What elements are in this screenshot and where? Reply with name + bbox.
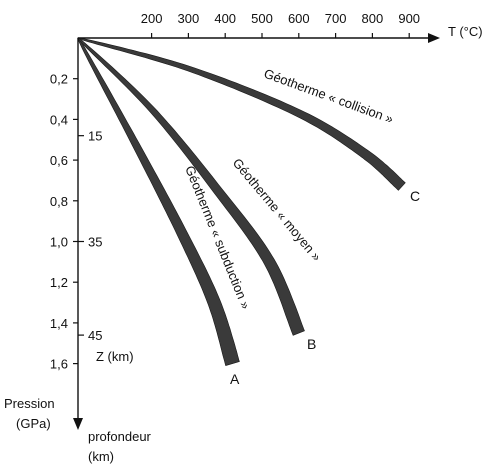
temperature-ticks: 200 300 400 500 600 700 800 900 — [141, 11, 420, 38]
temperature-tick-label: 400 — [214, 11, 236, 26]
curve-letter-a: A — [230, 371, 240, 387]
pressure-tick-label: 0,8 — [50, 194, 68, 209]
axes — [73, 33, 440, 430]
geotherm-band-collision — [77, 37, 406, 191]
pressure-tick-label: 1,0 — [50, 235, 68, 250]
depth-footer-line2: (km) — [88, 449, 114, 464]
geotherm-bands — [77, 37, 406, 366]
pressure-tick-label: 1,6 — [50, 357, 68, 372]
curve-letter-b: B — [307, 336, 316, 352]
pressure-axis-title-line2: (GPa) — [16, 416, 51, 431]
depth-tick-label: 45 — [88, 328, 102, 343]
temperature-axis-title: T (°C) — [448, 24, 483, 39]
depth-tick-label: 35 — [88, 235, 102, 250]
curve-label-moyen: Géotherme « moyen » — [230, 155, 325, 264]
temperature-tick-label: 200 — [141, 11, 163, 26]
temperature-tick-label: 700 — [325, 11, 347, 26]
curve-label-collision: Géotherme « collision » — [262, 66, 395, 127]
pressure-axis-title-line1: Pression — [4, 396, 55, 411]
pressure-tick-label: 1,2 — [50, 275, 68, 290]
curve-letter-c: C — [410, 188, 420, 204]
temperature-tick-label: 800 — [362, 11, 384, 26]
depth-tick-label: 15 — [88, 129, 102, 144]
pressure-tick-label: 0,6 — [50, 153, 68, 168]
pressure-axis-arrow-icon — [73, 418, 83, 430]
temperature-tick-label: 900 — [398, 11, 420, 26]
pressure-ticks: 0,2 0,4 0,6 0,8 1,0 1,2 1,4 1,6 — [50, 72, 78, 372]
temperature-axis-arrow-icon — [428, 33, 440, 43]
temperature-tick-label: 600 — [288, 11, 310, 26]
temperature-tick-label: 500 — [251, 11, 273, 26]
depth-ticks: 15 35 45 — [78, 129, 102, 343]
pressure-tick-label: 1,4 — [50, 316, 68, 331]
pressure-tick-label: 0,2 — [50, 72, 68, 87]
temperature-tick-label: 300 — [178, 11, 200, 26]
geotherm-band-moyen — [77, 37, 305, 336]
depth-footer-line1: profondeur — [88, 429, 152, 444]
geotherm-band-subduction — [77, 37, 240, 366]
depth-axis-title: Z (km) — [96, 349, 134, 364]
pressure-tick-label: 0,4 — [50, 112, 68, 127]
